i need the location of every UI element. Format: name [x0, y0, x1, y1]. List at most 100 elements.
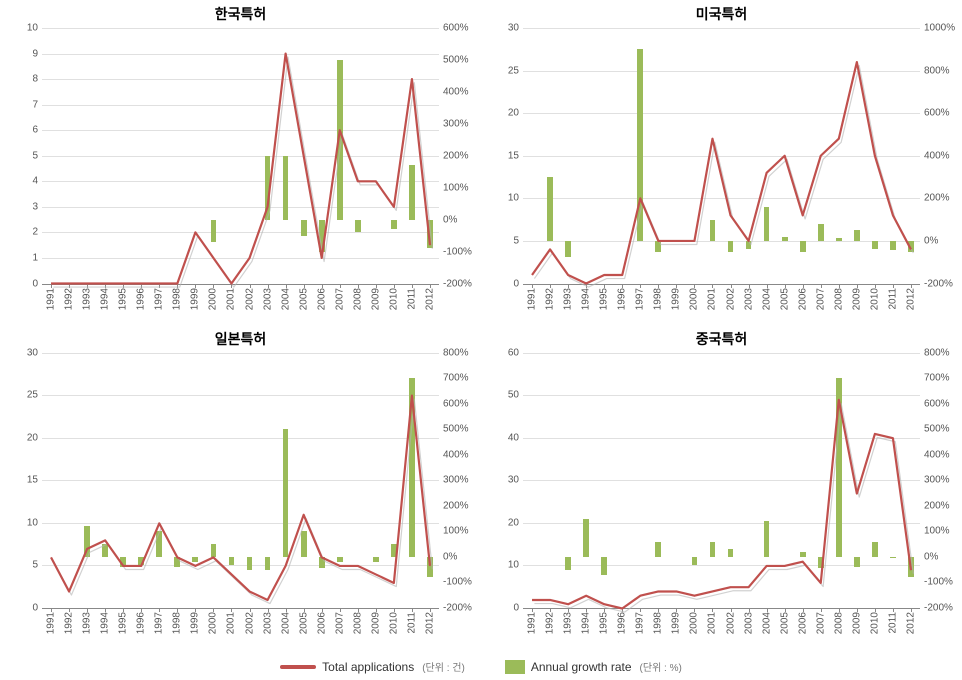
x-tick-label: 2008	[833, 288, 844, 310]
x-tick-label: 2000	[208, 612, 219, 634]
x-tick-label: 2004	[761, 612, 772, 634]
x-tick-label: 1997	[154, 612, 165, 634]
chart-plot-area: 0102030405060-200%-100%0%100%200%300%400…	[523, 353, 920, 610]
x-tick-label: 1993	[563, 288, 574, 310]
y-left-tick-label: 20	[27, 432, 38, 443]
y-right-tick-label: 600%	[443, 23, 469, 34]
x-tick-label: 2007	[334, 288, 345, 310]
y-left-tick-label: 0	[513, 278, 519, 289]
x-tick	[430, 284, 431, 288]
x-tick	[731, 284, 732, 288]
total-applications-line	[532, 399, 911, 608]
x-tick-label: 1992	[545, 288, 556, 310]
x-tick	[694, 284, 695, 288]
x-tick	[875, 284, 876, 288]
chart-plot-area: 051015202530-200%-100%0%100%200%300%400%…	[42, 353, 439, 610]
legend-line-unit: (단위 : 건)	[422, 659, 465, 674]
x-tick-label: 2001	[707, 288, 718, 310]
y-right-tick-label: 1000%	[924, 23, 955, 34]
x-tick-label: 2011	[406, 612, 417, 634]
y-right-tick-label: 200%	[924, 193, 950, 204]
x-tick-label: 2005	[298, 612, 309, 634]
y-right-tick-label: 500%	[924, 424, 950, 435]
y-right-tick-label: 400%	[924, 449, 950, 460]
x-tick-label: 2002	[244, 612, 255, 634]
y-right-tick-label: 400%	[443, 449, 469, 460]
y-left-tick-label: 0	[513, 603, 519, 614]
x-tick	[286, 284, 287, 288]
x-tick-label: 1999	[190, 612, 201, 634]
chart-panel-japan: 일본특허051015202530-200%-100%0%100%200%300%…	[4, 329, 477, 646]
x-tick-label: 2001	[707, 612, 718, 634]
x-tick-label: 2011	[887, 288, 898, 310]
y-right-tick-label: 600%	[924, 108, 950, 119]
chart-title: 한국특허	[4, 4, 477, 24]
x-tick-label: 2012	[905, 288, 916, 310]
x-tick-label: 1992	[545, 612, 556, 634]
x-tick	[213, 284, 214, 288]
legend: Total applications(단위 : 건)Annual growth …	[4, 653, 958, 676]
x-tick-label: 2005	[779, 288, 790, 310]
x-tick-label: 1999	[671, 288, 682, 310]
x-tick-label: 2000	[208, 288, 219, 310]
y-left-tick-label: 5	[32, 150, 38, 161]
x-tick	[250, 284, 251, 288]
y-left-tick-label: 10	[508, 560, 519, 571]
y-right-tick-label: 800%	[924, 65, 950, 76]
y-right-tick-label: 0%	[924, 551, 938, 562]
y-right-tick-label: 100%	[924, 526, 950, 537]
legend-line-label: Total applications	[322, 660, 414, 674]
y-left-tick-label: 15	[27, 475, 38, 486]
x-tick-label: 2002	[244, 288, 255, 310]
y-left-tick-label: 2	[32, 227, 38, 238]
x-tick-label: 2007	[334, 612, 345, 634]
y-left-tick-label: 4	[32, 176, 38, 187]
total-applications-line	[532, 62, 911, 283]
y-left-tick-label: 5	[32, 560, 38, 571]
x-tick	[532, 284, 533, 288]
legend-line-swatch	[280, 665, 316, 669]
x-tick-label: 2010	[388, 612, 399, 634]
y-right-tick-label: -200%	[443, 603, 472, 614]
x-tick-label: 1993	[563, 612, 574, 634]
chart-title: 중국특허	[485, 329, 958, 349]
x-tick	[839, 284, 840, 288]
y-right-tick-label: 100%	[443, 526, 469, 537]
x-tick-label: 2012	[424, 288, 435, 310]
line-layer	[42, 28, 439, 284]
y-left-tick-label: 10	[27, 517, 38, 528]
total-applications-line	[51, 54, 430, 284]
x-tick-label: 2009	[851, 612, 862, 634]
y-right-tick-label: -200%	[924, 603, 953, 614]
x-tick	[358, 284, 359, 288]
y-right-tick-label: 700%	[924, 373, 950, 384]
x-tick	[568, 284, 569, 288]
y-left-tick-label: 40	[508, 432, 519, 443]
y-left-tick-label: 8	[32, 74, 38, 85]
x-tick-label: 1996	[617, 288, 628, 310]
x-tick	[857, 284, 858, 288]
line-shadow	[53, 57, 432, 287]
chart-panel-korea: 한국특허012345678910-200%-100%0%100%200%300%…	[4, 4, 477, 321]
x-tick-label: 1997	[635, 288, 646, 310]
x-tick-label: 1996	[617, 612, 628, 634]
x-tick-label: 2002	[725, 612, 736, 634]
x-tick-label: 2006	[797, 288, 808, 310]
legend-item-line: Total applications (단위 : 건)	[280, 659, 465, 674]
x-tick-label: 1996	[136, 288, 147, 310]
x-tick-label: 2005	[298, 288, 309, 310]
x-tick	[821, 284, 822, 288]
line-layer	[523, 353, 920, 609]
y-left-tick-label: 25	[27, 390, 38, 401]
x-tick-label: 1991	[527, 612, 538, 634]
y-left-tick-label: 0	[32, 278, 38, 289]
x-tick	[304, 284, 305, 288]
total-applications-line	[51, 395, 430, 599]
x-tick	[911, 284, 912, 288]
y-left-tick-label: 50	[508, 390, 519, 401]
y-right-tick-label: 200%	[924, 500, 950, 511]
x-tick-label: 2012	[424, 612, 435, 634]
x-tick-label: 2010	[388, 288, 399, 310]
x-tick-label: 2011	[406, 288, 417, 310]
x-tick-label: 1995	[599, 612, 610, 634]
